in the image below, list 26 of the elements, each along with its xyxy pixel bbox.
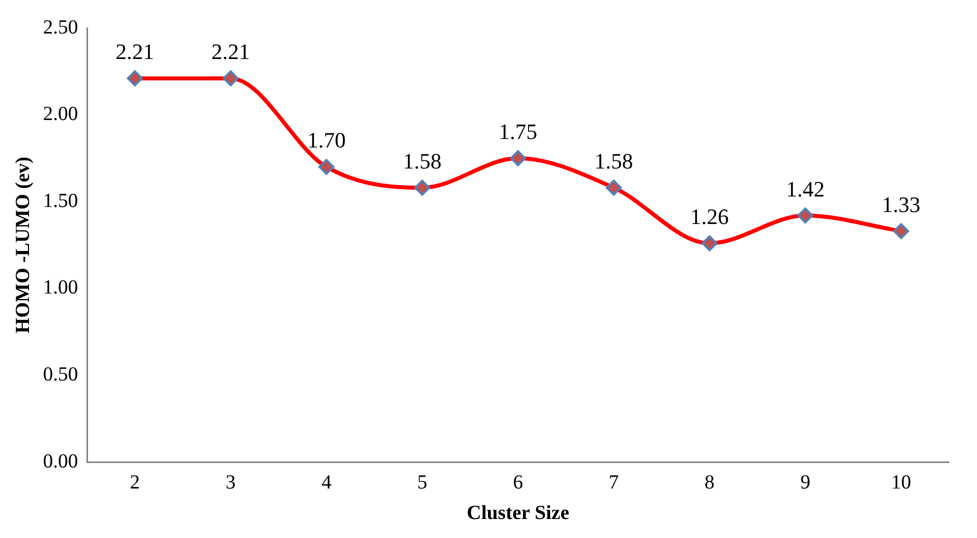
data-label: 1.42 <box>786 176 825 202</box>
x-tick-label: 3 <box>226 471 236 494</box>
x-tick-label: 2 <box>130 471 140 494</box>
data-label: 2.21 <box>211 39 250 64</box>
y-axis-title: HOMO -LUMO (ev) <box>12 156 34 334</box>
data-label: 2.21 <box>116 39 154 64</box>
y-tick-label: 0.50 <box>43 363 78 386</box>
x-tick-label: 4 <box>321 471 332 494</box>
x-tick-label: 9 <box>800 471 810 494</box>
x-tick-label: 8 <box>704 471 715 494</box>
data-label: 1.70 <box>307 128 346 153</box>
x-tick-label: 10 <box>891 471 912 494</box>
data-label: 1.58 <box>594 148 634 174</box>
x-tick-label: 6 <box>513 471 523 494</box>
y-tick-label: 2.50 <box>43 16 78 38</box>
data-label: 1.33 <box>882 192 920 217</box>
data-label: 1.58 <box>402 148 442 174</box>
y-tick-label: 2.00 <box>43 103 78 126</box>
x-tick-label: 7 <box>608 471 619 494</box>
y-tick-label: 0.00 <box>43 450 78 472</box>
y-tick-label: 1.50 <box>43 190 78 212</box>
data-label: 1.75 <box>498 118 538 144</box>
x-axis-title: Cluster Size <box>466 502 570 524</box>
x-tick-label: 5 <box>417 471 428 494</box>
y-tick-label: 1.00 <box>43 276 78 299</box>
data-label: 1.26 <box>690 204 729 230</box>
